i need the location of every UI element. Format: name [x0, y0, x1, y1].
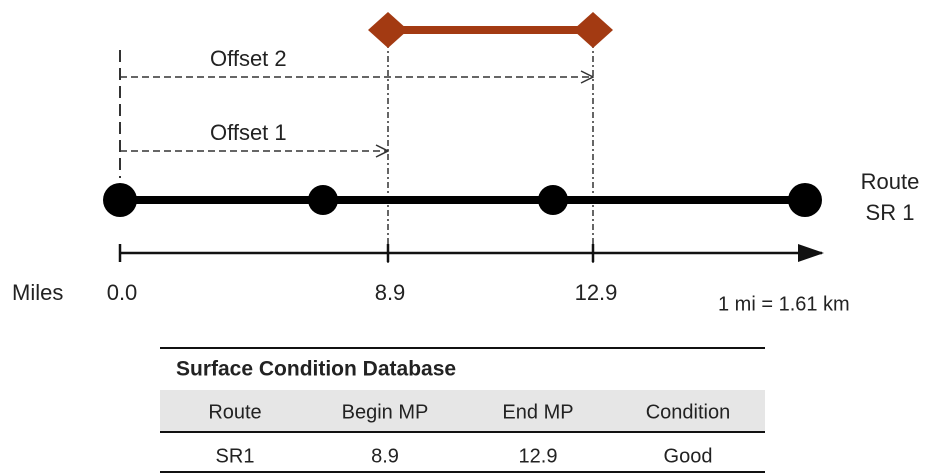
table-cell: 12.9: [519, 445, 558, 467]
offset-label: Offset 1: [210, 120, 287, 145]
route-label: Route: [861, 169, 920, 194]
route-node: [103, 183, 137, 217]
conversion-note: 1 mi = 1.61 km: [718, 293, 850, 315]
route-node: [538, 185, 568, 215]
table-title: Surface Condition Database: [176, 358, 456, 381]
segment: [368, 12, 613, 48]
route-label: SR 1: [866, 200, 915, 225]
milepost-label: 12.9: [575, 280, 618, 305]
table-header: Begin MP: [342, 401, 429, 423]
milepost-label: 8.9: [375, 280, 406, 305]
table-header: End MP: [502, 401, 573, 423]
table-cell: 8.9: [371, 445, 399, 467]
table-header: Route: [208, 401, 261, 423]
table: Surface Condition Database Route Begin M…: [160, 347, 765, 473]
route-node: [788, 183, 822, 217]
table-cell: Good: [664, 445, 713, 467]
milepost-label: 0.0: [107, 280, 138, 305]
table-header: Condition: [646, 401, 731, 423]
axis-label: Miles: [12, 280, 63, 305]
offset-label: Offset 2: [210, 46, 287, 71]
route-node: [308, 185, 338, 215]
table-cell: SR1: [216, 445, 255, 467]
